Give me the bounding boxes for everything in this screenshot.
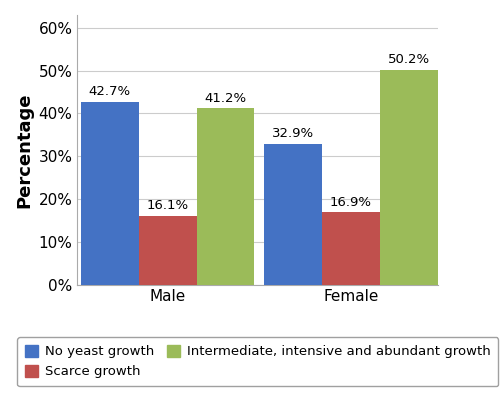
Bar bbox=[380, 70, 438, 285]
Bar bbox=[196, 108, 254, 285]
Bar bbox=[322, 212, 380, 285]
Bar bbox=[138, 216, 196, 285]
Bar bbox=[264, 144, 322, 285]
Text: 41.2%: 41.2% bbox=[204, 92, 246, 105]
Text: 32.9%: 32.9% bbox=[272, 127, 314, 140]
Y-axis label: Percentage: Percentage bbox=[15, 92, 33, 207]
Text: 16.1%: 16.1% bbox=[146, 199, 188, 212]
Text: 42.7%: 42.7% bbox=[88, 85, 130, 99]
Bar bbox=[80, 102, 138, 285]
Legend: No yeast growth, Scarce growth, Intermediate, intensive and abundant growth: No yeast growth, Scarce growth, Intermed… bbox=[17, 337, 498, 386]
Text: 16.9%: 16.9% bbox=[330, 196, 372, 209]
Text: 50.2%: 50.2% bbox=[388, 53, 430, 66]
